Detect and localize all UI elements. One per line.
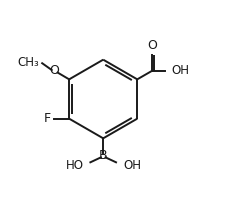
Text: OH: OH xyxy=(122,159,140,172)
Text: HO: HO xyxy=(65,159,83,172)
Text: OH: OH xyxy=(171,65,188,77)
Text: F: F xyxy=(43,112,50,125)
Text: CH₃: CH₃ xyxy=(17,56,39,69)
Text: O: O xyxy=(49,65,59,77)
Text: O: O xyxy=(146,39,156,52)
Text: B: B xyxy=(98,148,107,162)
